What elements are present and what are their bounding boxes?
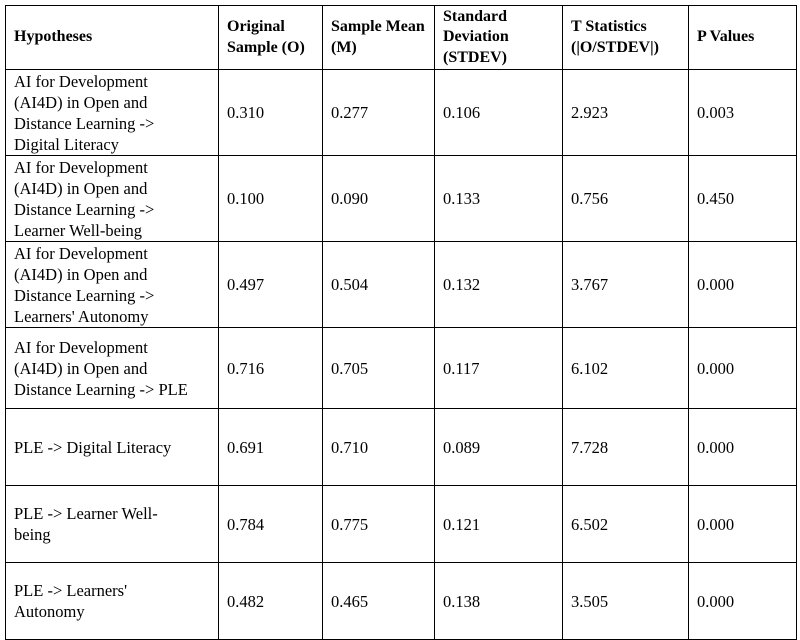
sample-mean-cell: 0.277: [322, 69, 435, 156]
sample-mean-cell: 0.705: [322, 327, 435, 409]
hypothesis-cell: AI for Development (AI4D) in Open and Di…: [5, 327, 219, 409]
p-value-cell: 0.000: [688, 562, 797, 640]
p-value-cell: 0.450: [688, 155, 797, 242]
t-stat-cell: 7.728: [562, 408, 689, 486]
table-row: PLE -> Learner Well- being 0.784 0.775 0…: [5, 485, 797, 563]
stdev-cell: 0.138: [434, 562, 563, 640]
sample-mean-cell: 0.710: [322, 408, 435, 486]
stdev-cell: 0.133: [434, 155, 563, 242]
hypothesis-cell: PLE -> Digital Literacy: [5, 408, 219, 486]
hypothesis-cell: AI for Development (AI4D) in Open and Di…: [5, 69, 219, 156]
t-stat-cell: 3.505: [562, 562, 689, 640]
table-row: PLE -> Digital Literacy 0.691 0.710 0.08…: [5, 408, 797, 486]
hypothesis-cell: AI for Development (AI4D) in Open and Di…: [5, 241, 219, 328]
stdev-cell: 0.132: [434, 241, 563, 328]
stdev-cell: 0.121: [434, 485, 563, 563]
table-row: PLE -> Learners' Autonomy 0.482 0.465 0.…: [5, 562, 797, 640]
results-table: Hypotheses Original Sample (O) Sample Me…: [5, 5, 797, 640]
p-value-cell: 0.000: [688, 408, 797, 486]
header-standard-deviation: Standard Deviation (STDEV): [434, 5, 563, 70]
table-row: AI for Development (AI4D) in Open and Di…: [5, 327, 797, 409]
p-value-cell: 0.003: [688, 69, 797, 156]
header-row: Hypotheses Original Sample (O) Sample Me…: [5, 5, 797, 70]
table-row: AI for Development (AI4D) in Open and Di…: [5, 69, 797, 156]
header-original-sample: Original Sample (O): [218, 5, 323, 70]
header-p-values: P Values: [688, 5, 797, 70]
hypothesis-cell: AI for Development (AI4D) in Open and Di…: [5, 155, 219, 242]
header-t-statistics: T Statistics (|O/STDEV|): [562, 5, 689, 70]
p-value-cell: 0.000: [688, 327, 797, 409]
original-sample-cell: 0.497: [218, 241, 323, 328]
t-stat-cell: 3.767: [562, 241, 689, 328]
p-value-cell: 0.000: [688, 241, 797, 328]
stdev-cell: 0.106: [434, 69, 563, 156]
t-stat-cell: 6.102: [562, 327, 689, 409]
table-row: AI for Development (AI4D) in Open and Di…: [5, 155, 797, 242]
t-stat-cell: 6.502: [562, 485, 689, 563]
p-value-cell: 0.000: [688, 485, 797, 563]
header-hypotheses: Hypotheses: [5, 5, 219, 70]
sample-mean-cell: 0.090: [322, 155, 435, 242]
table-row: AI for Development (AI4D) in Open and Di…: [5, 241, 797, 328]
t-stat-cell: 0.756: [562, 155, 689, 242]
sample-mean-cell: 0.465: [322, 562, 435, 640]
stdev-cell: 0.089: [434, 408, 563, 486]
original-sample-cell: 0.691: [218, 408, 323, 486]
original-sample-cell: 0.310: [218, 69, 323, 156]
sample-mean-cell: 0.775: [322, 485, 435, 563]
hypothesis-cell: PLE -> Learner Well- being: [5, 485, 219, 563]
t-stat-cell: 2.923: [562, 69, 689, 156]
header-sample-mean: Sample Mean (M): [322, 5, 435, 70]
original-sample-cell: 0.784: [218, 485, 323, 563]
stdev-cell: 0.117: [434, 327, 563, 409]
original-sample-cell: 0.716: [218, 327, 323, 409]
original-sample-cell: 0.100: [218, 155, 323, 242]
hypothesis-cell: PLE -> Learners' Autonomy: [5, 562, 219, 640]
original-sample-cell: 0.482: [218, 562, 323, 640]
sample-mean-cell: 0.504: [322, 241, 435, 328]
